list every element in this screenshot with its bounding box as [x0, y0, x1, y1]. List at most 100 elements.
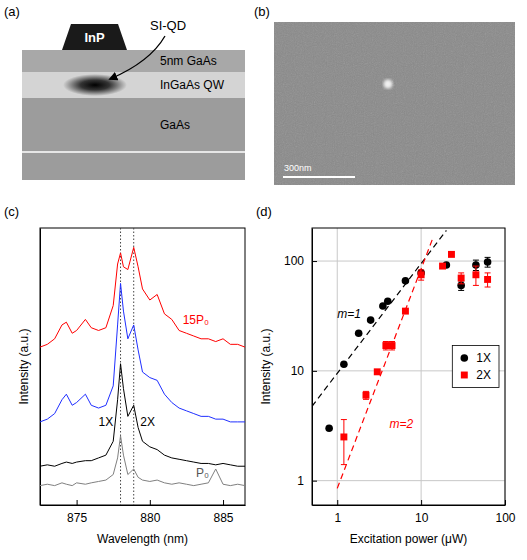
- y-axis-tick: 1: [297, 474, 317, 488]
- x-axis: 1 10 100: [313, 500, 516, 525]
- quantum-dot: [63, 74, 127, 96]
- marks: [40, 228, 245, 505]
- x-axis-title: Excitation power (μW): [350, 532, 468, 546]
- panel-chart-1: (d)110100110100Excitation power (μW)Inte…: [256, 204, 516, 546]
- tick-label: 10: [415, 511, 429, 525]
- x-axis-tick: 1: [334, 500, 341, 525]
- annotation: m=1: [337, 307, 361, 321]
- error-bar: [383, 342, 389, 350]
- chart-texts: P₀ 15P₀ 1X 2X: [99, 313, 209, 479]
- reference-line: [133, 228, 134, 505]
- legend-box: [452, 346, 499, 388]
- tick-label: 885: [214, 511, 234, 525]
- data-point: [448, 251, 455, 258]
- chart-texts: m=1 m=2: [337, 307, 413, 431]
- pointer-label: SI-QD: [150, 18, 186, 33]
- x-axis-tick: 10: [415, 500, 429, 525]
- error-bar: [458, 273, 464, 284]
- series-line: [40, 247, 245, 347]
- series-line: [337, 237, 433, 489]
- inp-cap: [62, 24, 127, 50]
- figure: (a) InP 5nm GaAs InGaAs QW GaAs SI-QD (b)300nm…: [0, 0, 527, 560]
- panel-chart-0: (c) 875 880 885 Wavelength (nm) Intensity (a.…: [4, 204, 246, 546]
- layer-label: InGaAs QW: [160, 78, 225, 92]
- data-point: [325, 424, 333, 432]
- sem-noise: [274, 22, 515, 185]
- tick-mark: [312, 261, 317, 262]
- interface-line: [22, 151, 245, 153]
- error-bar: [485, 257, 491, 267]
- series-line: [40, 283, 245, 422]
- tick-mark: [223, 500, 224, 505]
- scale-bar: [283, 176, 355, 178]
- tick-mark: [337, 500, 338, 505]
- x-axis-tick: 880: [140, 500, 160, 525]
- plot-frame: [40, 228, 245, 505]
- series-line: [312, 230, 446, 406]
- error-bar: [473, 266, 479, 285]
- x-axis-tick: 875: [67, 500, 87, 525]
- tick-label: 100: [284, 254, 304, 268]
- layer: [22, 98, 245, 152]
- panel-label: (a): [4, 4, 20, 19]
- annotation: m=2: [390, 417, 414, 431]
- y-axis: 1 10 100: [284, 229, 317, 506]
- x-axis-line: [41, 505, 246, 506]
- layer: [22, 152, 245, 180]
- error-bar: [485, 273, 491, 287]
- tick-mark: [150, 500, 151, 505]
- series-label: P₀: [196, 466, 209, 480]
- y-axis-tick: 10: [291, 364, 317, 378]
- y-axis-title: Intensity (a.u.): [259, 328, 273, 404]
- data-point: [484, 276, 491, 283]
- layer: [22, 72, 245, 98]
- data-point: [367, 316, 375, 324]
- data-point: [355, 329, 363, 337]
- tick-mark: [421, 500, 422, 505]
- plot-frame: [312, 228, 505, 505]
- series-line: [40, 436, 245, 486]
- annotation: 1X: [99, 415, 114, 429]
- panel-a: (a) InP 5nm GaAs InGaAs QW GaAs SI-QD: [4, 4, 245, 180]
- x-axis-title: Wavelength (nm): [97, 532, 188, 546]
- tick-mark: [312, 371, 317, 372]
- data-point: [340, 433, 347, 440]
- layer-label: GaAs: [160, 118, 190, 132]
- legend: 1X2X: [452, 346, 499, 388]
- legend-symbol: [461, 372, 468, 379]
- series-label: 15P₀: [183, 313, 209, 327]
- tick-mark: [77, 500, 78, 505]
- data-point: [458, 275, 465, 282]
- data-point: [363, 392, 370, 399]
- data-point: [484, 258, 492, 266]
- panel-label: (c): [4, 204, 19, 219]
- data-point: [472, 271, 479, 278]
- x-axis: 875 880 885: [41, 500, 246, 525]
- pointer-arrow: [110, 36, 165, 79]
- data-point: [439, 263, 446, 270]
- error-bar: [363, 391, 369, 399]
- y-axis-line: [312, 229, 313, 506]
- tick-label: 10: [291, 364, 305, 378]
- data-point: [418, 271, 425, 278]
- tick-mark: [505, 500, 506, 505]
- panel-b: (b)300nm: [254, 4, 515, 185]
- annotation: 2X: [140, 415, 155, 429]
- y-axis-tick: 100: [284, 254, 317, 268]
- data-point: [374, 368, 381, 375]
- y-axis: [40, 229, 41, 506]
- x-axis-tick: 100: [495, 500, 515, 525]
- layer-label: 5nm GaAs: [160, 54, 217, 68]
- tick-label: 1: [297, 474, 304, 488]
- y-axis-title: Intensity (a.u.): [17, 328, 31, 404]
- panel-label: (b): [254, 4, 270, 19]
- x-axis-tick: 885: [214, 500, 234, 525]
- tick-label: 100: [495, 511, 515, 525]
- y-axis-line: [40, 229, 41, 506]
- sem-dot: [384, 80, 393, 89]
- series-line: [40, 364, 245, 466]
- legend-symbol: [461, 354, 469, 362]
- tick-mark: [312, 481, 317, 482]
- layer: [22, 50, 245, 72]
- cap-label: InP: [84, 30, 105, 45]
